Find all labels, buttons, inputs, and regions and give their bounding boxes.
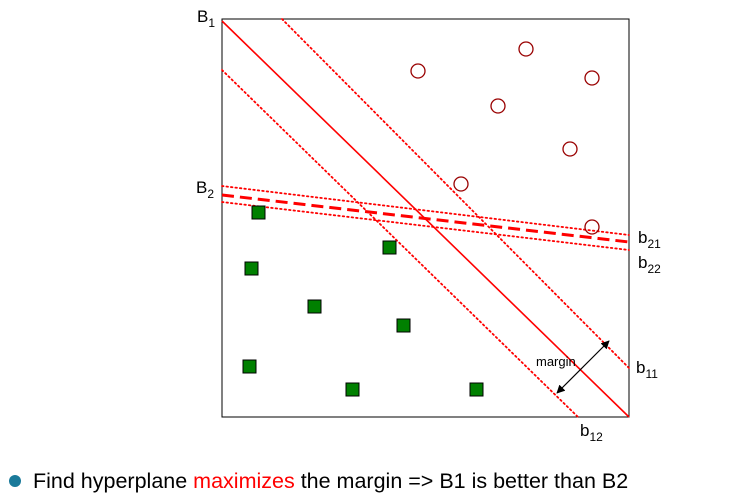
plot-frame — [221, 18, 630, 418]
circle-point — [584, 219, 600, 235]
margin-boundary-b21 — [221, 185, 630, 236]
hyperplane-b2 — [221, 193, 630, 244]
circle-point — [518, 41, 534, 57]
caption-suffix: the margin => B1 is better than B2 — [294, 468, 629, 493]
margin-arrow-icon — [556, 340, 610, 394]
circle-points — [410, 41, 600, 235]
circle-point — [562, 141, 578, 157]
square-point — [396, 318, 411, 333]
square-point — [251, 205, 266, 220]
square-point — [244, 261, 259, 276]
square-point — [469, 382, 484, 397]
caption-line: Find hyperplane maximizes the margin => … — [6, 466, 628, 496]
circle-point — [490, 98, 506, 114]
label-b11: b11 — [636, 358, 658, 381]
margin-boundary-b22 — [221, 201, 630, 251]
circle-point — [453, 176, 469, 192]
margin-label: margin — [536, 354, 576, 369]
caption-highlight: maximizes — [193, 468, 295, 493]
label-b12: b12 — [580, 421, 603, 444]
caption-prefix: Find hyperplane — [33, 468, 194, 493]
square-points — [242, 205, 484, 397]
square-point — [382, 240, 397, 255]
label-b1: B1 — [197, 7, 215, 30]
square-point — [345, 382, 360, 397]
square-point — [242, 359, 257, 374]
label-b21: b21 — [638, 228, 661, 251]
square-point — [307, 299, 322, 314]
bullet-icon — [9, 475, 21, 487]
margin-boundary-b12 — [221, 69, 579, 418]
label-b22: b22 — [638, 253, 661, 276]
circle-point — [584, 70, 600, 86]
label-b2: B2 — [196, 178, 214, 201]
margin-boundary-b11 — [281, 18, 630, 369]
circle-point — [410, 63, 426, 79]
